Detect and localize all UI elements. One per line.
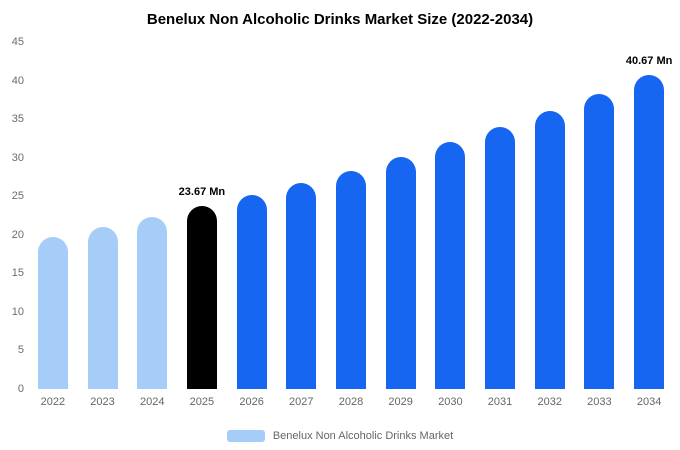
bar-column: 23.67 Mn xyxy=(177,42,227,389)
y-tick-label: 20 xyxy=(11,228,24,241)
x-tick-label: 2029 xyxy=(388,396,413,408)
bars: 23.67 Mn 40.67 Mn xyxy=(28,42,674,389)
bar-2031[interactable] xyxy=(485,126,516,389)
y-tick-label: 30 xyxy=(11,151,24,164)
y-tick-label: 35 xyxy=(11,113,24,126)
y-tick-label: 25 xyxy=(11,190,24,203)
bar-column xyxy=(525,42,575,389)
x-tick-label: 2031 xyxy=(487,396,513,408)
bar-column xyxy=(127,42,177,389)
x-tick-label: 2022 xyxy=(40,396,66,408)
x-tick-label: 2023 xyxy=(90,396,115,408)
bar-column xyxy=(376,42,426,389)
y-tick-label: 0 xyxy=(17,383,24,395)
y-tick-label: 10 xyxy=(11,305,24,318)
legend-label: Benelux Non Alcoholic Drinks Market xyxy=(272,430,454,442)
bar-2029[interactable] xyxy=(385,156,416,389)
bar-column xyxy=(475,42,525,389)
bar-column xyxy=(227,42,277,389)
bar-column xyxy=(28,42,78,389)
y-tick-label: 5 xyxy=(17,344,24,357)
y-tick-label: 40 xyxy=(11,74,24,87)
bar-column xyxy=(276,42,326,389)
plot-area: 0 5 10 15 20 25 30 35 40 45 23.67 Mn 40.67 Mn xyxy=(12,36,674,395)
y-tick-label: 15 xyxy=(11,267,24,280)
bar-2025[interactable] xyxy=(186,206,217,389)
x-tick-label: 2030 xyxy=(438,396,463,408)
bar-2033[interactable] xyxy=(584,93,615,389)
bar-column: 40.67 Mn xyxy=(624,42,674,389)
x-tick-label: 2025 xyxy=(189,396,215,408)
x-tick-label: 2024 xyxy=(139,396,165,408)
bar-2034[interactable] xyxy=(634,75,665,389)
x-tick-label: 2026 xyxy=(239,396,264,408)
bar-2032[interactable] xyxy=(534,110,565,389)
bar-2030[interactable] xyxy=(435,142,466,389)
bar-column xyxy=(426,42,476,389)
x-tick-label: 2028 xyxy=(338,396,364,408)
legend-swatch xyxy=(226,430,265,442)
bar-2024[interactable] xyxy=(137,217,168,389)
bar-column xyxy=(78,42,128,389)
x-tick-label: 2032 xyxy=(537,396,562,408)
bar-2027[interactable] xyxy=(286,183,317,389)
chart-title: Benelux Non Alcoholic Drinks Market Size… xyxy=(146,11,534,28)
y-tick-label: 45 xyxy=(11,36,24,48)
y-axis: 0 5 10 15 20 25 30 35 40 45 xyxy=(2,36,24,395)
bar-column xyxy=(326,42,376,389)
bar-2028[interactable] xyxy=(335,170,366,389)
bar-2023[interactable] xyxy=(87,227,118,389)
bar-value-label: 40.67 Mn xyxy=(625,55,673,68)
bar-value-label: 23.67 Mn xyxy=(178,186,226,199)
bar-2022[interactable] xyxy=(37,236,68,389)
bar-2026[interactable] xyxy=(236,195,267,389)
x-axis-labels: 2022 2023 2024 2025 2026 2027 2028 2029 2030 2031… xyxy=(28,389,674,408)
bar-column xyxy=(575,42,625,389)
legend[interactable]: Benelux Non Alcoholic Drinks Market xyxy=(0,430,680,442)
x-tick-label: 2034 xyxy=(636,396,662,408)
x-tick-label: 2033 xyxy=(587,396,612,408)
x-tick-label: 2027 xyxy=(289,396,314,408)
